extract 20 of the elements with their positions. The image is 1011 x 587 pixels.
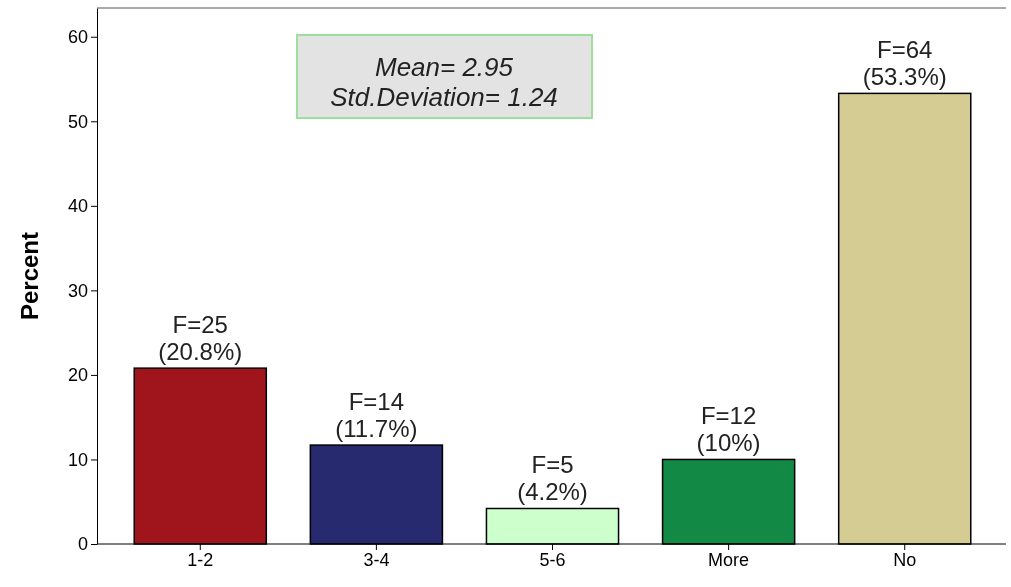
x-tick-label: More [708,549,750,570]
y-axis-title: Percent [16,231,43,321]
y-tick-label: 50 [67,111,88,132]
annotation: Mean= 2.95 [374,52,514,82]
y-tick-label: 0 [77,534,88,555]
data-label: F=25 (20.8%) [158,311,243,366]
y-tick-label: 20 [67,365,88,386]
y-tick-label: 40 [67,196,88,217]
y-tick-label: 10 [67,449,88,470]
y-tick-label: 30 [67,280,88,301]
data-label: F=14 (11.7%) [335,388,418,443]
x-tick-label: 5-6 [539,549,566,570]
annotation: Std.Deviation= 1.24 [330,82,558,112]
x-tick-label: No [893,549,917,570]
x-tick-label: 3-4 [363,549,390,570]
data-label: F=64 (53.3%) [862,36,947,91]
x-tick-label: 1-2 [187,549,214,570]
data-label: F=12 (10%) [696,402,761,457]
y-tick-label: 60 [67,27,88,47]
data-label: F=5 (4.2%) [517,451,588,506]
